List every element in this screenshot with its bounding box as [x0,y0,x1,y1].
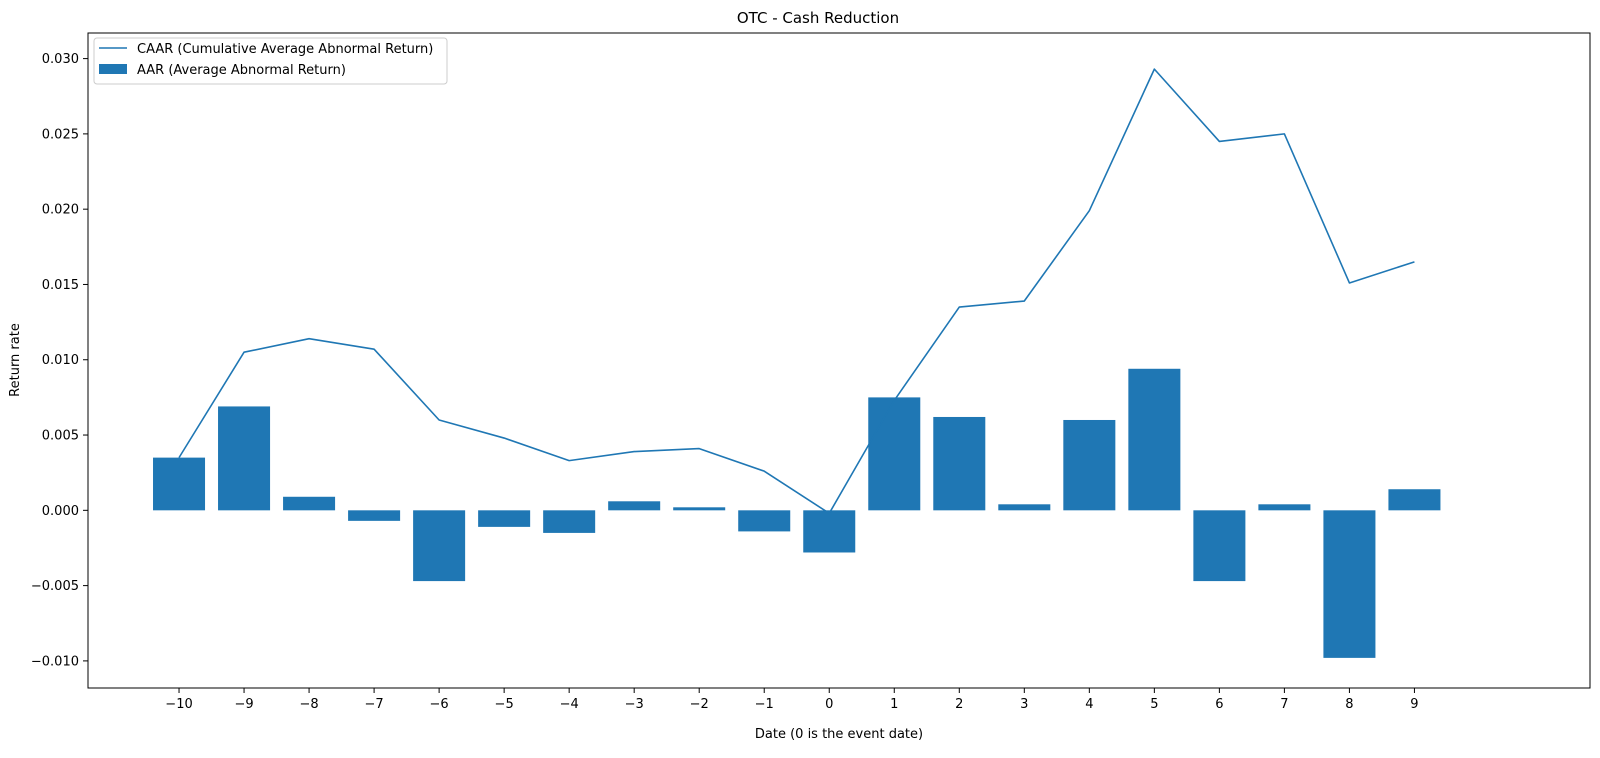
x-tick-label: −1 [755,697,774,712]
aar-bar [608,501,661,511]
y-tick-label: 0.030 [42,52,79,67]
x-tick-label: −6 [430,697,449,712]
aar-bar [1193,510,1246,582]
aar-bar [933,416,986,511]
aar-bar [283,496,336,511]
aar-bar [803,510,856,553]
aar-bar [413,510,466,582]
aar-bar [673,507,726,511]
x-tick-label: −7 [365,697,384,712]
y-tick-label: 0.015 [42,278,79,293]
y-tick-label: 0.010 [42,353,79,368]
x-tick-label: 7 [1280,697,1288,712]
aar-bar [478,510,531,527]
aar-bar [348,510,401,521]
line-layer [178,68,1415,515]
y-tick-label: −0.010 [31,654,79,669]
x-tick-label: −2 [690,697,709,712]
x-axis-label: Date (0 is the event date) [755,727,923,742]
x-tick-label: −4 [560,697,579,712]
aar-bar [1063,419,1116,511]
aar-bar [1258,504,1311,511]
y-tick-label: 0.020 [42,203,79,218]
x-tick-label: 4 [1085,697,1093,712]
aar-bar [543,510,596,533]
aar-bar [153,457,206,511]
x-tick-label: 9 [1410,697,1418,712]
legend: CAAR (Cumulative Average Abnormal Return… [93,37,448,85]
y-axis-label: Return rate [8,323,23,397]
x-tick-label: −8 [299,697,318,712]
y-tick-label: 0.025 [42,127,79,142]
y-axis-ticks: −0.010 −0.005 0.000 0.005 0.010 0.015 0.020 0.0… [31,52,88,669]
x-tick-label: −5 [495,697,514,712]
chart-title: OTC - Cash Reduction [737,9,899,27]
legend-label-aar: AAR (Average Abnormal Return) [137,63,346,78]
y-tick-label: 0.005 [42,429,79,444]
aar-bar [1323,510,1376,658]
legend-label-caar: CAAR (Cumulative Average Abnormal Return… [137,42,433,57]
aar-bar [738,510,791,532]
aar-bar [868,397,921,511]
plot-frame [87,32,1591,689]
x-tick-label: 5 [1150,697,1158,712]
aar-bar [218,406,271,511]
caar-line [178,68,1415,515]
legend-bar-swatch [99,64,127,74]
x-axis-ticks: −10 −9 −8 −7 −6 −5 −4 −3 −2 −1 0 1 2 3 4 5 6 7 8 9 [165,688,1419,712]
x-tick-label: −3 [625,697,644,712]
y-tick-label: −0.005 [31,579,79,594]
x-tick-label: 8 [1345,697,1353,712]
x-tick-label: −10 [165,697,192,712]
x-tick-label: 2 [955,697,963,712]
bars-layer [153,368,1441,658]
x-tick-label: −9 [234,697,253,712]
aar-bar [1128,368,1181,511]
x-tick-label: 1 [890,697,898,712]
y-tick-label: 0.000 [42,504,79,519]
aar-bar [998,504,1051,511]
x-tick-label: 0 [825,697,833,712]
x-tick-label: 6 [1215,697,1223,712]
legend-box [93,37,448,85]
x-tick-label: 3 [1020,697,1028,712]
aar-bar [1388,489,1441,511]
